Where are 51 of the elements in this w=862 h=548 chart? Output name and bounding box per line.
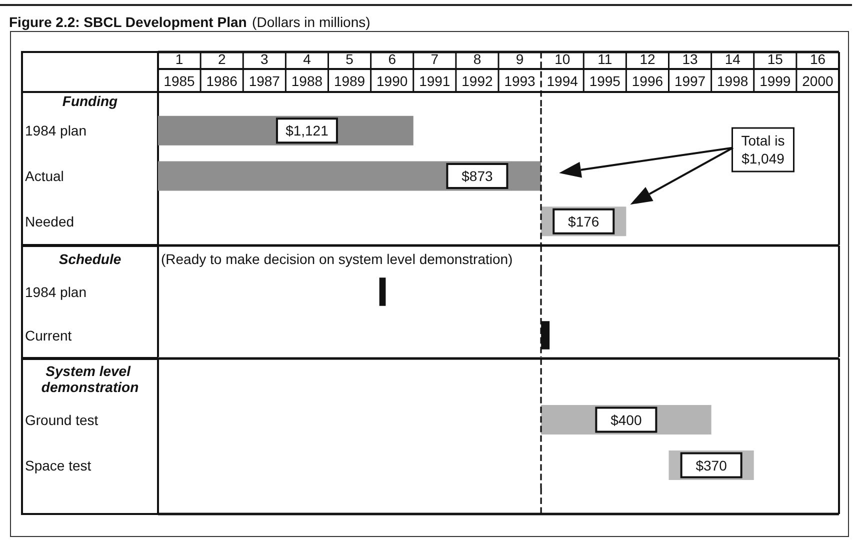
y-tick-label: 1984 plan bbox=[25, 284, 87, 300]
x-tick-label: 1990 bbox=[376, 73, 408, 89]
y-tick-label: Current bbox=[25, 327, 72, 344]
x-tick-label: 1987 bbox=[248, 73, 280, 89]
chart-title: Figure 2.2: SBCL Development Plan bbox=[9, 14, 247, 30]
x-tick-label: 1988 bbox=[291, 73, 323, 89]
x2-tick-label: 11 bbox=[598, 51, 612, 67]
y-tick-label: Space test bbox=[25, 457, 92, 474]
x2-tick-label: 12 bbox=[640, 51, 656, 67]
y-tick-label: Needed bbox=[25, 213, 74, 230]
x-tick-label: 1989 bbox=[334, 73, 366, 89]
x-tick-label: 1999 bbox=[760, 73, 791, 89]
y-tick-label: Ground test bbox=[25, 412, 98, 428]
x-tick-label: 1996 bbox=[632, 73, 664, 89]
x2-tick-label: 16 bbox=[810, 51, 826, 67]
x-tick-label: 1986 bbox=[206, 73, 238, 89]
x-tick-label: 1995 bbox=[589, 73, 621, 89]
x2-tick-label: 3 bbox=[260, 51, 269, 67]
y-tick-label: 1984 plan bbox=[25, 122, 87, 139]
y-tick-label: Actual bbox=[25, 168, 64, 184]
x-tick-label: 1992 bbox=[462, 73, 493, 89]
annotation: Total is $1,049 bbox=[741, 132, 785, 167]
x-tick-label: 2000 bbox=[802, 73, 834, 89]
x-tick-label: 1991 bbox=[419, 73, 450, 89]
x2-tick-label: 5 bbox=[346, 51, 354, 67]
annotation: $873 bbox=[462, 168, 493, 184]
x2-tick-label: 15 bbox=[767, 51, 784, 67]
x2-tick-label: 7 bbox=[430, 51, 439, 67]
x2-tick-label: 14 bbox=[724, 51, 741, 67]
x2-tick-label: 13 bbox=[682, 51, 698, 67]
x2-tick-label: 10 bbox=[554, 51, 570, 67]
x-tick-label: 1997 bbox=[674, 73, 706, 89]
x2-tick-label: 6 bbox=[388, 51, 396, 67]
x2-tick-label: 4 bbox=[303, 51, 312, 67]
x2-tick-label: 9 bbox=[516, 51, 524, 67]
x-tick-label: 1993 bbox=[504, 73, 536, 89]
y-axis-title: Schedule bbox=[58, 250, 122, 267]
annotation: $1,121 bbox=[286, 122, 329, 139]
x2-tick-label: 1 bbox=[175, 51, 184, 67]
x2-tick-label: 2 bbox=[218, 51, 226, 67]
annotation: (Ready to make decision on system level demonstration) bbox=[161, 250, 513, 267]
x-tick-label: 1998 bbox=[717, 73, 748, 89]
annotation: $400 bbox=[610, 412, 642, 428]
x-tick-label: 1985 bbox=[164, 73, 196, 89]
annotation: $370 bbox=[696, 457, 728, 474]
y-axis-title: Funding bbox=[62, 93, 118, 109]
chart-subtitle: (Dollars in millions) bbox=[252, 14, 370, 30]
annotation: $176 bbox=[568, 213, 600, 230]
y-axis-title: System level demonstration bbox=[41, 362, 139, 395]
x2-tick-label: 8 bbox=[473, 51, 482, 67]
x-tick-label: 1994 bbox=[546, 73, 578, 89]
